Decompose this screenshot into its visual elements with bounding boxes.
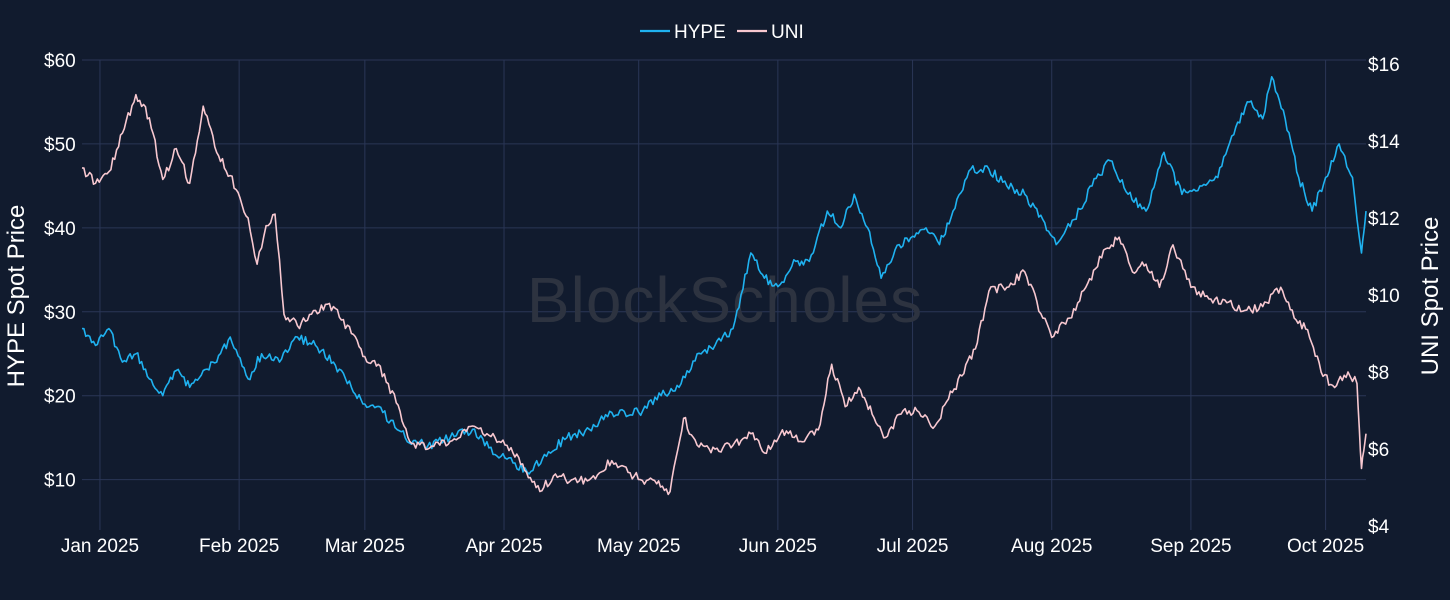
y-axis-left-title: HYPE Spot Price [3, 205, 30, 388]
grid-layer [82, 59, 1366, 530]
legend-label-uni: UNI [771, 22, 804, 43]
y-right-tick-label: $12 [1368, 209, 1400, 230]
watermark: BlockScholes [527, 264, 923, 336]
series-line-uni [81, 93, 1367, 496]
x-tick-label: Jun 2025 [739, 536, 817, 557]
x-tick-label: Mar 2025 [325, 536, 405, 557]
x-tick-label: Aug 2025 [1011, 536, 1092, 557]
x-tick-label: Jul 2025 [877, 536, 949, 557]
y-axis-left: $10 $20 $30 $40 $50 $60 [44, 51, 76, 492]
x-tick-label: Feb 2025 [199, 536, 279, 557]
y-left-tick-label: $50 [44, 135, 76, 156]
legend-label-hype: HYPE [674, 22, 726, 43]
x-tick-label: Jan 2025 [61, 536, 139, 557]
series-layer [81, 76, 1367, 496]
y-left-tick-label: $20 [44, 387, 76, 408]
y-right-tick-label: $10 [1368, 286, 1400, 307]
y-axis-right-title: UNI Spot Price [1417, 217, 1444, 376]
y-right-tick-label: $16 [1368, 55, 1400, 76]
x-tick-label: Apr 2025 [465, 536, 542, 557]
y-left-tick-label: $10 [44, 471, 76, 492]
y-left-tick-label: $30 [44, 303, 76, 324]
x-tick-label: Sep 2025 [1150, 536, 1231, 557]
y-axis-right: $4 $6 $8 $10 $12 $14 $16 [1368, 55, 1400, 538]
y-right-tick-label: $4 [1368, 517, 1390, 538]
y-left-tick-label: $60 [44, 51, 76, 72]
x-tick-label: Oct 2025 [1287, 536, 1364, 557]
x-axis: Jan 2025 Feb 2025 Mar 2025 Apr 2025 May 2025… [61, 536, 1364, 557]
y-right-tick-label: $14 [1368, 132, 1400, 153]
legend: HYPE UNI [640, 22, 804, 43]
series-line-hype [81, 76, 1367, 475]
x-tick-label: May 2025 [597, 536, 680, 557]
y-right-tick-label: $6 [1368, 440, 1389, 461]
y-right-tick-label: $8 [1368, 363, 1389, 384]
y-left-tick-label: $40 [44, 219, 76, 240]
